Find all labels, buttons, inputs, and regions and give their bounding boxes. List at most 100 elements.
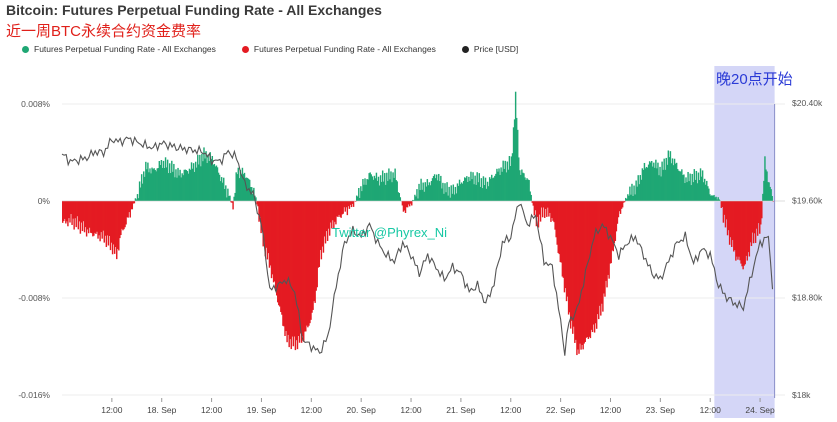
x-tick-label: 24. Sep [745, 405, 775, 415]
funding-bar-negative [308, 201, 310, 326]
funding-bar-negative [403, 201, 406, 211]
funding-bar-positive [495, 173, 497, 201]
funding-bar-negative [600, 201, 602, 316]
funding-bar-positive [147, 162, 149, 201]
funding-bar-positive [367, 179, 369, 201]
funding-bar-positive [375, 172, 378, 201]
funding-bar-negative [349, 201, 352, 205]
funding-bar-negative [102, 201, 104, 231]
funding-bar-positive [360, 186, 362, 201]
funding-bar-negative [296, 201, 299, 350]
funding-bar-negative [127, 201, 129, 218]
funding-bar-positive [662, 169, 664, 201]
y-right-tick-label: $20.40k [792, 98, 823, 108]
funding-bar-negative [322, 201, 325, 253]
funding-bar-positive [134, 198, 137, 201]
funding-bar-negative [566, 201, 569, 297]
funding-bar-negative [289, 201, 291, 340]
funding-bar-positive [359, 197, 361, 201]
funding-bar-negative [338, 201, 340, 215]
x-tick-label: 18. Sep [147, 405, 177, 415]
funding-bar-negative [726, 201, 729, 236]
funding-bar-negative [264, 201, 267, 257]
funding-bar-positive [449, 197, 451, 201]
funding-bar-negative [550, 201, 552, 222]
funding-bar-positive [650, 160, 653, 201]
funding-bar-negative [351, 201, 354, 204]
funding-bar-positive [484, 177, 487, 201]
funding-bar-negative [68, 201, 70, 219]
funding-bar-positive [167, 173, 170, 201]
funding-bar-positive [698, 180, 701, 201]
funding-bar-positive [635, 180, 637, 201]
funding-bar-positive [628, 195, 630, 201]
funding-bar-negative [751, 201, 754, 233]
funding-bar-negative [720, 201, 723, 208]
funding-bar-positive [697, 172, 700, 201]
funding-bar-negative [85, 201, 88, 237]
funding-bar-positive [764, 156, 766, 201]
funding-bar-negative [725, 201, 728, 220]
funding-bar-positive [645, 166, 648, 201]
funding-bar-negative [746, 201, 749, 261]
funding-bar-positive [193, 171, 196, 201]
funding-bar-positive [366, 179, 368, 201]
funding-bar-positive [217, 172, 220, 201]
annotation-text: 晚20点开始 [716, 71, 793, 88]
funding-bar-positive [151, 167, 153, 201]
funding-bar-positive [769, 186, 771, 201]
funding-bar-negative [621, 201, 624, 208]
funding-bar-positive [398, 193, 401, 201]
funding-bar-positive [371, 176, 373, 201]
funding-bar-negative [622, 201, 625, 203]
funding-bar-positive [493, 177, 495, 201]
funding-bar-positive [138, 181, 141, 201]
legend-item-funding-positive[interactable]: Futures Perpetual Funding Rate - All Exc… [22, 44, 216, 54]
funding-bar-positive [244, 177, 247, 201]
funding-bar-positive [424, 182, 426, 201]
chart-subtitle: 近一周BTC永续合约资金费率 [6, 23, 202, 40]
funding-bar-negative [573, 201, 575, 327]
funding-bar-positive [526, 178, 528, 201]
funding-bar-positive [252, 193, 254, 201]
funding-bar-negative [587, 201, 590, 339]
y-right-tick-label: $18.80k [792, 293, 823, 303]
funding-bar-negative [598, 201, 600, 320]
funding-bar-negative [721, 201, 724, 207]
funding-bar-positive [521, 169, 523, 201]
legend-label: Futures Perpetual Funding Rate - All Exc… [253, 44, 436, 54]
legend-item-funding-negative[interactable]: Futures Perpetual Funding Rate - All Exc… [241, 44, 436, 54]
funding-bar-negative [78, 201, 81, 222]
funding-bar-positive [523, 173, 525, 201]
funding-bar-negative [541, 201, 544, 218]
funding-bar-positive [150, 173, 152, 201]
funding-bar-negative [84, 201, 87, 228]
funding-bar-positive [437, 180, 439, 201]
funding-bar-negative [611, 201, 613, 251]
funding-bar-positive [210, 158, 212, 201]
funding-bar-negative [230, 201, 232, 203]
funding-bar-negative [755, 201, 758, 229]
funding-bar-negative [74, 201, 76, 219]
x-tick-label: 20. Sep [347, 405, 377, 415]
funding-bar-negative [576, 201, 578, 356]
funding-bar-negative [336, 201, 338, 217]
funding-bar-negative [342, 201, 344, 214]
funding-bar-positive [181, 173, 183, 201]
funding-bar-negative [133, 201, 136, 204]
funding-bar-positive [500, 167, 502, 201]
legend-item-price[interactable]: Price [USD] [461, 44, 518, 54]
funding-bar-positive [368, 173, 370, 201]
funding-bar-negative [327, 201, 330, 229]
funding-bar-negative [100, 201, 102, 233]
funding-bar-negative [70, 201, 72, 215]
funding-bar-positive [483, 185, 486, 201]
funding-bar-negative [87, 201, 90, 234]
funding-bar-positive [228, 196, 230, 201]
funding-bar-negative [99, 201, 101, 242]
funding-bar-negative [63, 201, 65, 222]
funding-bar-negative [268, 201, 271, 268]
funding-bar-positive [476, 172, 478, 201]
funding-bar-negative [748, 201, 751, 257]
funding-bar-negative [565, 201, 568, 302]
